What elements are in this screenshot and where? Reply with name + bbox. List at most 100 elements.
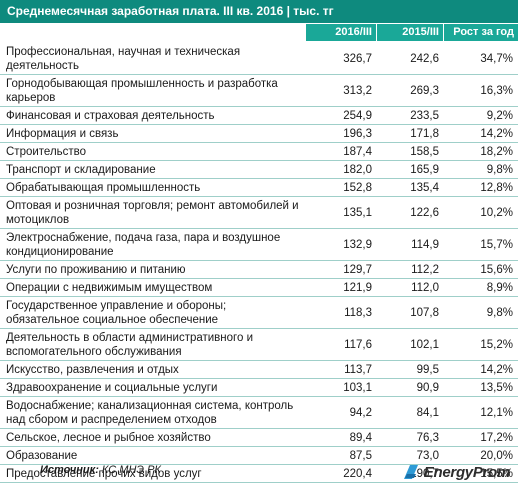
- source-note: Источник: КС МНЭ РК: [40, 464, 161, 476]
- row-value-2015: 112,0: [377, 278, 444, 297]
- row-growth: 13,5%: [444, 378, 518, 397]
- row-growth: 8,9%: [444, 278, 518, 297]
- row-value-2016: 89,4: [306, 428, 377, 447]
- row-sector-name: Услуги по проживанию и питанию: [0, 260, 306, 279]
- row-growth: 16,3%: [444, 74, 518, 107]
- row-growth: 20,0%: [444, 446, 518, 465]
- row-growth: 12,8%: [444, 178, 518, 197]
- row-value-2016: 196,3: [306, 124, 377, 143]
- table-row: Искусство, развлечения и отдых 113,7 99,5 1…: [0, 360, 518, 379]
- row-value-2016: 117,6: [306, 328, 377, 361]
- table-row: Предоставление прочих видов услуг 220,4 19…: [0, 464, 518, 483]
- row-value-2015: 158,5: [377, 142, 444, 161]
- table-row: Финансовая и страховая деятельность 254,9…: [0, 106, 518, 125]
- row-sector-name: Здравоохранение и социальные услуги: [0, 378, 306, 397]
- row-value-2016: 87,5: [306, 446, 377, 465]
- logo-text: EnergyProm: [423, 463, 511, 481]
- row-sector-name: Искусство, развлечения и отдых: [0, 360, 306, 379]
- row-value-2015: 102,1: [377, 328, 444, 361]
- row-value-2016: 135,1: [306, 196, 377, 229]
- header-2016: 2016/III: [306, 24, 376, 41]
- row-sector-name: Образование: [0, 446, 306, 465]
- row-growth: 17,2%: [444, 428, 518, 447]
- table-row: Услуги по проживанию и питанию 129,7 112,2…: [0, 260, 518, 279]
- row-value-2016: 113,7: [306, 360, 377, 379]
- row-growth: 14,2%: [444, 360, 518, 379]
- row-value-2015: 122,6: [377, 196, 444, 229]
- table-row: Водоснабжение; канализационная система, …: [0, 396, 518, 429]
- row-value-2016: 118,3: [306, 296, 377, 329]
- row-value-2016: 152,8: [306, 178, 377, 197]
- source-label: Источник:: [40, 464, 99, 476]
- row-value-2016: 129,7: [306, 260, 377, 279]
- row-value-2016: 313,2: [306, 74, 377, 107]
- table-header: 2016/III 2015/III Рост за год: [0, 24, 518, 41]
- table-row: Электроснабжение, подача газа, пара и во…: [0, 228, 518, 261]
- row-value-2016: 326,7: [306, 43, 377, 75]
- table-row: Обрабатывающая промышленность 152,8 135,4 1…: [0, 178, 518, 197]
- row-growth: 34,7%: [444, 43, 518, 75]
- row-sector-name: Предоставление прочих видов услуг: [0, 464, 306, 483]
- row-growth: 9,8%: [444, 296, 518, 329]
- row-value-2015: 135,4: [377, 178, 444, 197]
- row-sector-name: Оптовая и розничная торговля; ремонт авт…: [0, 196, 306, 229]
- row-sector-name: Обрабатывающая промышленность: [0, 178, 306, 197]
- row-value-2015: 114,9: [377, 228, 444, 261]
- page-title: Среднемесячная заработная плата. III кв.…: [0, 0, 518, 23]
- row-value-2015: 269,3: [377, 74, 444, 107]
- row-sector-name: Строительство: [0, 142, 306, 161]
- table-row: Деятельность в области административного…: [0, 328, 518, 361]
- row-value-2015: 165,9: [377, 160, 444, 179]
- row-growth: 15,2%: [444, 328, 518, 361]
- table-row: Информация и связь 196,3 171,8 14,2%: [0, 124, 518, 143]
- row-growth: 9,2%: [444, 106, 518, 125]
- row-growth: 15,6%: [444, 260, 518, 279]
- row-growth: 15,5%: [444, 464, 518, 483]
- table-row: Образование 87,5 73,0 20,0%: [0, 446, 518, 465]
- header-blank: [0, 24, 305, 41]
- row-value-2016: 94,2: [306, 396, 377, 429]
- row-value-2016: 220,4: [306, 464, 377, 483]
- row-sector-name: Информация и связь: [0, 124, 306, 143]
- row-sector-name: Государственное управление и обороны; об…: [0, 296, 306, 329]
- table-row: Государственное управление и обороны; об…: [0, 296, 518, 329]
- row-value-2015: 171,8: [377, 124, 444, 143]
- row-value-2016: 121,9: [306, 278, 377, 297]
- row-sector-name: Профессиональная, научная и техническая …: [0, 43, 306, 75]
- row-growth: 9,8%: [444, 160, 518, 179]
- table-row: Операции с недвижимым имуществом 121,9 112…: [0, 278, 518, 297]
- footer: Источник: КС МНЭ РК EnergyProm: [0, 460, 518, 485]
- row-value-2016: 187,4: [306, 142, 377, 161]
- energyprom-logo: EnergyProm: [401, 460, 510, 484]
- row-value-2015: 190,7: [377, 464, 444, 483]
- row-growth: 14,2%: [444, 124, 518, 143]
- row-value-2016: 103,1: [306, 378, 377, 397]
- row-sector-name: Деятельность в области административного…: [0, 328, 306, 361]
- row-sector-name: Операции с недвижимым имуществом: [0, 278, 306, 297]
- row-value-2015: 73,0: [377, 446, 444, 465]
- row-sector-name: Электроснабжение, подача газа, пара и во…: [0, 228, 306, 261]
- row-value-2015: 99,5: [377, 360, 444, 379]
- table-row: Оптовая и розничная торговля; ремонт авт…: [0, 196, 518, 229]
- energyprom-logo-icon: [403, 465, 418, 479]
- row-value-2016: 182,0: [306, 160, 377, 179]
- row-value-2015: 242,6: [377, 43, 444, 75]
- row-value-2015: 84,1: [377, 396, 444, 429]
- row-value-2015: 90,9: [377, 378, 444, 397]
- row-value-2015: 233,5: [377, 106, 444, 125]
- table-row: Здравоохранение и социальные услуги 103,1…: [0, 378, 518, 397]
- row-growth: 12,1%: [444, 396, 518, 429]
- row-sector-name: Сельское, лесное и рыбное хозяйство: [0, 428, 306, 447]
- row-growth: 10,2%: [444, 196, 518, 229]
- salary-table: Профессиональная, научная и техническая …: [0, 43, 518, 483]
- row-sector-name: Горнодобывающая промышленность и разрабо…: [0, 74, 306, 107]
- row-sector-name: Финансовая и страховая деятельность: [0, 106, 306, 125]
- source-value: КС МНЭ РК: [101, 464, 161, 476]
- row-value-2015: 107,8: [377, 296, 444, 329]
- row-sector-name: Транспорт и складирование: [0, 160, 306, 179]
- header-growth: Рост за год: [444, 24, 518, 41]
- row-growth: 18,2%: [444, 142, 518, 161]
- table-row: Профессиональная, научная и техническая …: [0, 43, 518, 75]
- table-row: Транспорт и складирование 182,0 165,9 9,8%: [0, 160, 518, 179]
- row-value-2016: 132,9: [306, 228, 377, 261]
